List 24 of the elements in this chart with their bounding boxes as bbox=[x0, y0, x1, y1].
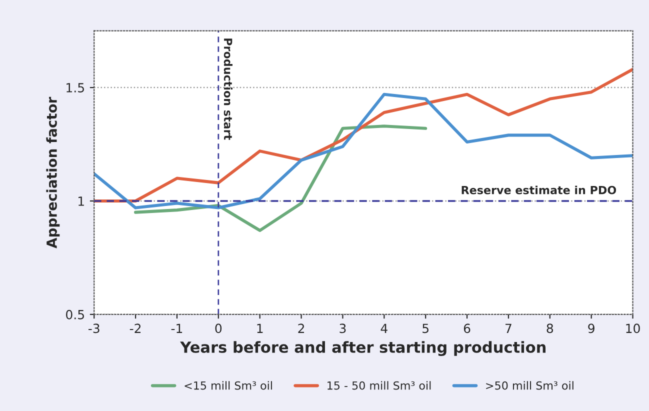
y-tick-label: 1 bbox=[78, 196, 84, 206]
x-tick-label: 4 bbox=[380, 324, 388, 333]
ref-line-label: Production start bbox=[224, 38, 232, 140]
x-tick-label: 8 bbox=[546, 324, 554, 334]
y-tick-label: 0.5 bbox=[66, 310, 84, 320]
x-tick-label: 7 bbox=[506, 324, 512, 333]
y-axis-title: Appreciation factor bbox=[46, 96, 60, 248]
x-tick-label: 1 bbox=[257, 324, 263, 333]
ref-line-label: Reserve estimate in PDO bbox=[462, 186, 616, 194]
x-tick-label: 5 bbox=[422, 324, 428, 334]
x-tick-label: 0 bbox=[215, 324, 222, 334]
x-tick-label: 6 bbox=[464, 324, 470, 334]
x-tick-label: 9 bbox=[588, 324, 594, 334]
x-tick-label: 3 bbox=[340, 324, 346, 334]
x-tick-label: -1 bbox=[171, 324, 182, 333]
legend-label: 15 - 50 mill Sm³ oil bbox=[328, 381, 431, 390]
x-tick-label: -2 bbox=[130, 324, 141, 333]
x-tick-label: 2 bbox=[298, 324, 304, 333]
y-tick-label: 1.5 bbox=[66, 83, 84, 92]
x-tick-label: 10 bbox=[626, 324, 640, 334]
x-tick-label: -3 bbox=[88, 324, 100, 334]
x-axis-title: Years before and after starting production bbox=[180, 341, 546, 356]
legend-label: <15 mill Sm³ oil bbox=[184, 381, 272, 390]
legend-label: >50 mill Sm³ oil bbox=[486, 381, 574, 390]
